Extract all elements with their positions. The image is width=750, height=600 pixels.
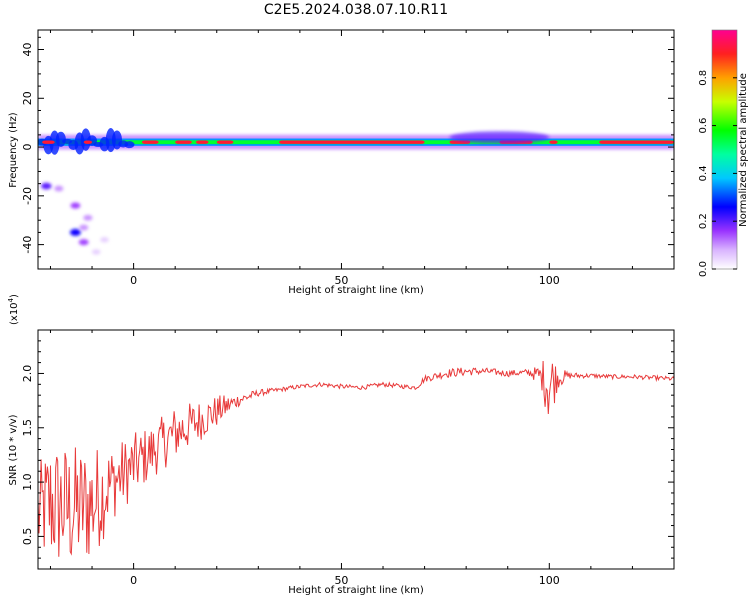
band-ridge [449, 131, 550, 144]
x-tick-label: 50 [334, 574, 348, 587]
snr-multiplier-prefix: (x10 [9, 302, 20, 325]
y-tick-label: 40 [21, 43, 34, 57]
low-frequency-blob [100, 237, 109, 243]
spectrogram-xlabel: Height of straight line (km) [288, 285, 424, 296]
y-tick-label: -40 [21, 236, 34, 254]
main-band [38, 128, 674, 155]
spectrogram-ylabel: Frequency (Hz) [8, 112, 19, 188]
band-wiggle [124, 141, 135, 149]
x-tick-label: 50 [334, 274, 348, 287]
snr-ylabel: SNR (10 * v/v) [8, 414, 19, 485]
y-tick-label: 20 [21, 91, 34, 105]
y-tick-label: 0.5 [21, 528, 34, 546]
spectrogram-frame [37, 29, 675, 270]
snr-multiplier-close: ) [9, 294, 20, 298]
x-tick-label: 0 [130, 574, 137, 587]
x-tick-label: 100 [539, 274, 560, 287]
chart-title: C2E5.2024.038.07.10.R11 [264, 2, 448, 18]
spectrogram-panel: 0 50 100 -40 -20 0 20 40 Height of straight lin… [8, 29, 675, 296]
band-wiggle [55, 131, 66, 147]
colorbar-label: Normalized spectral amplitude [738, 73, 749, 227]
x-tick-label: 100 [539, 574, 560, 587]
snr-content [38, 360, 674, 557]
band-peak [42, 140, 55, 144]
band-peak [141, 140, 159, 144]
low-frequency-blob [78, 239, 89, 246]
snr-xlabel: Height of straight line (km) [288, 585, 424, 596]
snr-ticks: 0 50 100 0.5 1.0 1.5 2.0 [21, 330, 675, 587]
y-tick-label: 1.0 [21, 473, 34, 491]
low-frequency-blob [70, 202, 81, 209]
spectrogram-ticks: 0 50 100 -40 -20 0 20 40 [21, 30, 675, 287]
colorbar-tick-label: 0.2 [698, 213, 709, 229]
snr-multiplier-exp: 4 [7, 297, 15, 302]
y-tick-label: -20 [21, 187, 34, 205]
colorbar-tick-label: 0.6 [698, 118, 709, 134]
band-peak [216, 140, 234, 144]
colorbar-tick-label: 0.4 [698, 165, 709, 181]
colorbar-ticks: 0.0 0.2 0.4 0.6 0.8 [698, 70, 737, 277]
spectrogram-content [38, 128, 674, 255]
low-frequency-blob [91, 249, 101, 255]
colorbar-gradient [712, 30, 737, 269]
low-frequency-blob [41, 182, 52, 190]
snr-line [38, 360, 674, 557]
band-peak [279, 140, 425, 144]
low-frequency-blob [69, 228, 81, 236]
band-peak [175, 140, 192, 144]
band-wiggle [80, 128, 91, 151]
y-tick-label: 0 [21, 144, 34, 151]
snr-panel: 0 50 100 0.5 1.0 1.5 2.0 Height of straight li… [7, 294, 675, 596]
low-frequency-blob [54, 185, 64, 192]
snr-multiplier: (x104) [7, 294, 20, 325]
colorbar: 0.0 0.2 0.4 0.6 0.8 Normalized spectral ampl… [698, 29, 749, 277]
snr-frame [37, 329, 675, 570]
band-peak [195, 140, 209, 144]
colorbar-frame [711, 29, 738, 270]
colorbar-tick-label: 0.8 [698, 70, 709, 86]
y-tick-label: 1.5 [21, 419, 34, 437]
x-tick-label: 0 [130, 274, 137, 287]
colorbar-tick-label: 0.0 [698, 261, 709, 277]
band-peak [549, 140, 558, 144]
low-frequency-blob [83, 214, 93, 221]
band-peak [599, 140, 674, 144]
band-peak [83, 140, 93, 144]
y-tick-label: 2.0 [21, 365, 34, 383]
low-frequency-blob [79, 224, 89, 231]
